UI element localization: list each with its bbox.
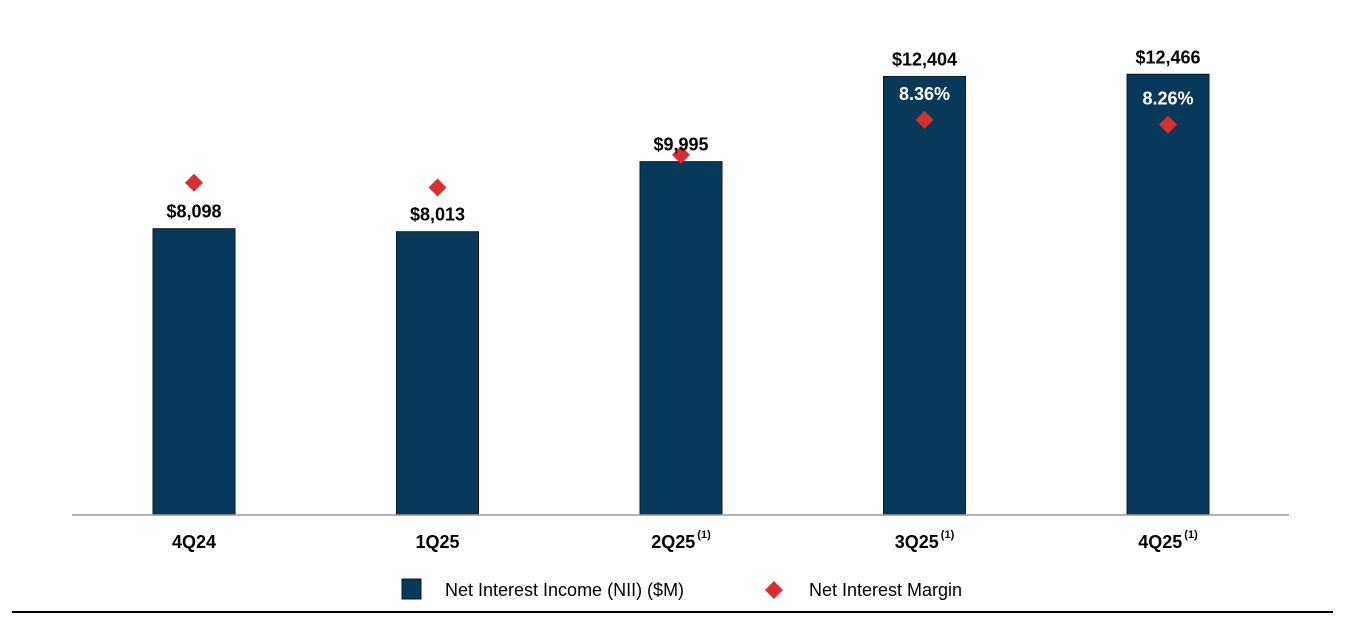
category-name: 1Q25 xyxy=(415,532,459,552)
margin-value-label: 7.03% xyxy=(168,147,219,167)
legend-nii-swatch xyxy=(401,578,422,600)
margin-diamond-marker xyxy=(915,110,934,129)
margin-diamond-marker xyxy=(672,145,690,164)
category-footnote-ref: (1) xyxy=(941,529,955,541)
legend-nii-label: Net Interest Income (NII) ($M) xyxy=(445,580,684,600)
margin-markers-layer xyxy=(185,110,1177,197)
legend: Net Interest Income (NII) ($M) Net Inter… xyxy=(401,578,962,600)
margin-value-label: 6.93% xyxy=(412,151,463,171)
nii-value-label: $8,013 xyxy=(410,205,465,225)
category-name: 2Q25 xyxy=(651,532,695,552)
margin-value-label: 7.62% xyxy=(655,119,706,139)
category-name: 3Q25 xyxy=(895,532,939,552)
nii-bar xyxy=(396,231,479,516)
margin-diamond-marker xyxy=(1159,115,1177,134)
value-labels-layer: $8,098 $8,013 $9,995 $12,404 $12,466 xyxy=(166,47,1200,224)
category-labels-layer: 4Q24 1Q25 2Q25 (1) 3Q25 (1) 4Q25 (1) xyxy=(172,529,1198,552)
category-label: 4Q24 xyxy=(172,532,216,552)
nii-value-label: $12,404 xyxy=(892,49,957,69)
category-footnote-ref: (1) xyxy=(1184,529,1198,541)
category-name: 4Q25 xyxy=(1138,532,1182,552)
nii-bar xyxy=(639,161,723,516)
nii-bar xyxy=(883,75,966,516)
category-label: 1Q25 xyxy=(415,532,459,552)
legend-margin-diamond-icon xyxy=(765,581,783,599)
margin-diamond-marker xyxy=(428,178,447,197)
category-label: 2Q25 (1) xyxy=(651,529,711,552)
nii-bar xyxy=(1126,73,1210,516)
nii-value-label: $9,995 xyxy=(653,135,708,155)
nii-value-label: $12,466 xyxy=(1135,47,1200,67)
category-footnote-ref: (1) xyxy=(697,529,711,541)
nii-value-label: $8,098 xyxy=(166,202,221,222)
category-label: 4Q25 (1) xyxy=(1138,529,1198,552)
margin-value-label: 8.26% xyxy=(1142,89,1193,109)
margin-value-label: 8.36% xyxy=(899,84,950,104)
nii-bar xyxy=(152,228,236,516)
category-name: 4Q24 xyxy=(172,532,216,552)
category-label: 3Q25 (1) xyxy=(895,529,955,552)
legend-margin-label: Net Interest Margin xyxy=(809,580,962,600)
margin-diamond-marker xyxy=(185,173,203,192)
margin-labels-layer: 7.03% 6.93% 7.62% 8.36% 8.26% xyxy=(168,84,1193,172)
